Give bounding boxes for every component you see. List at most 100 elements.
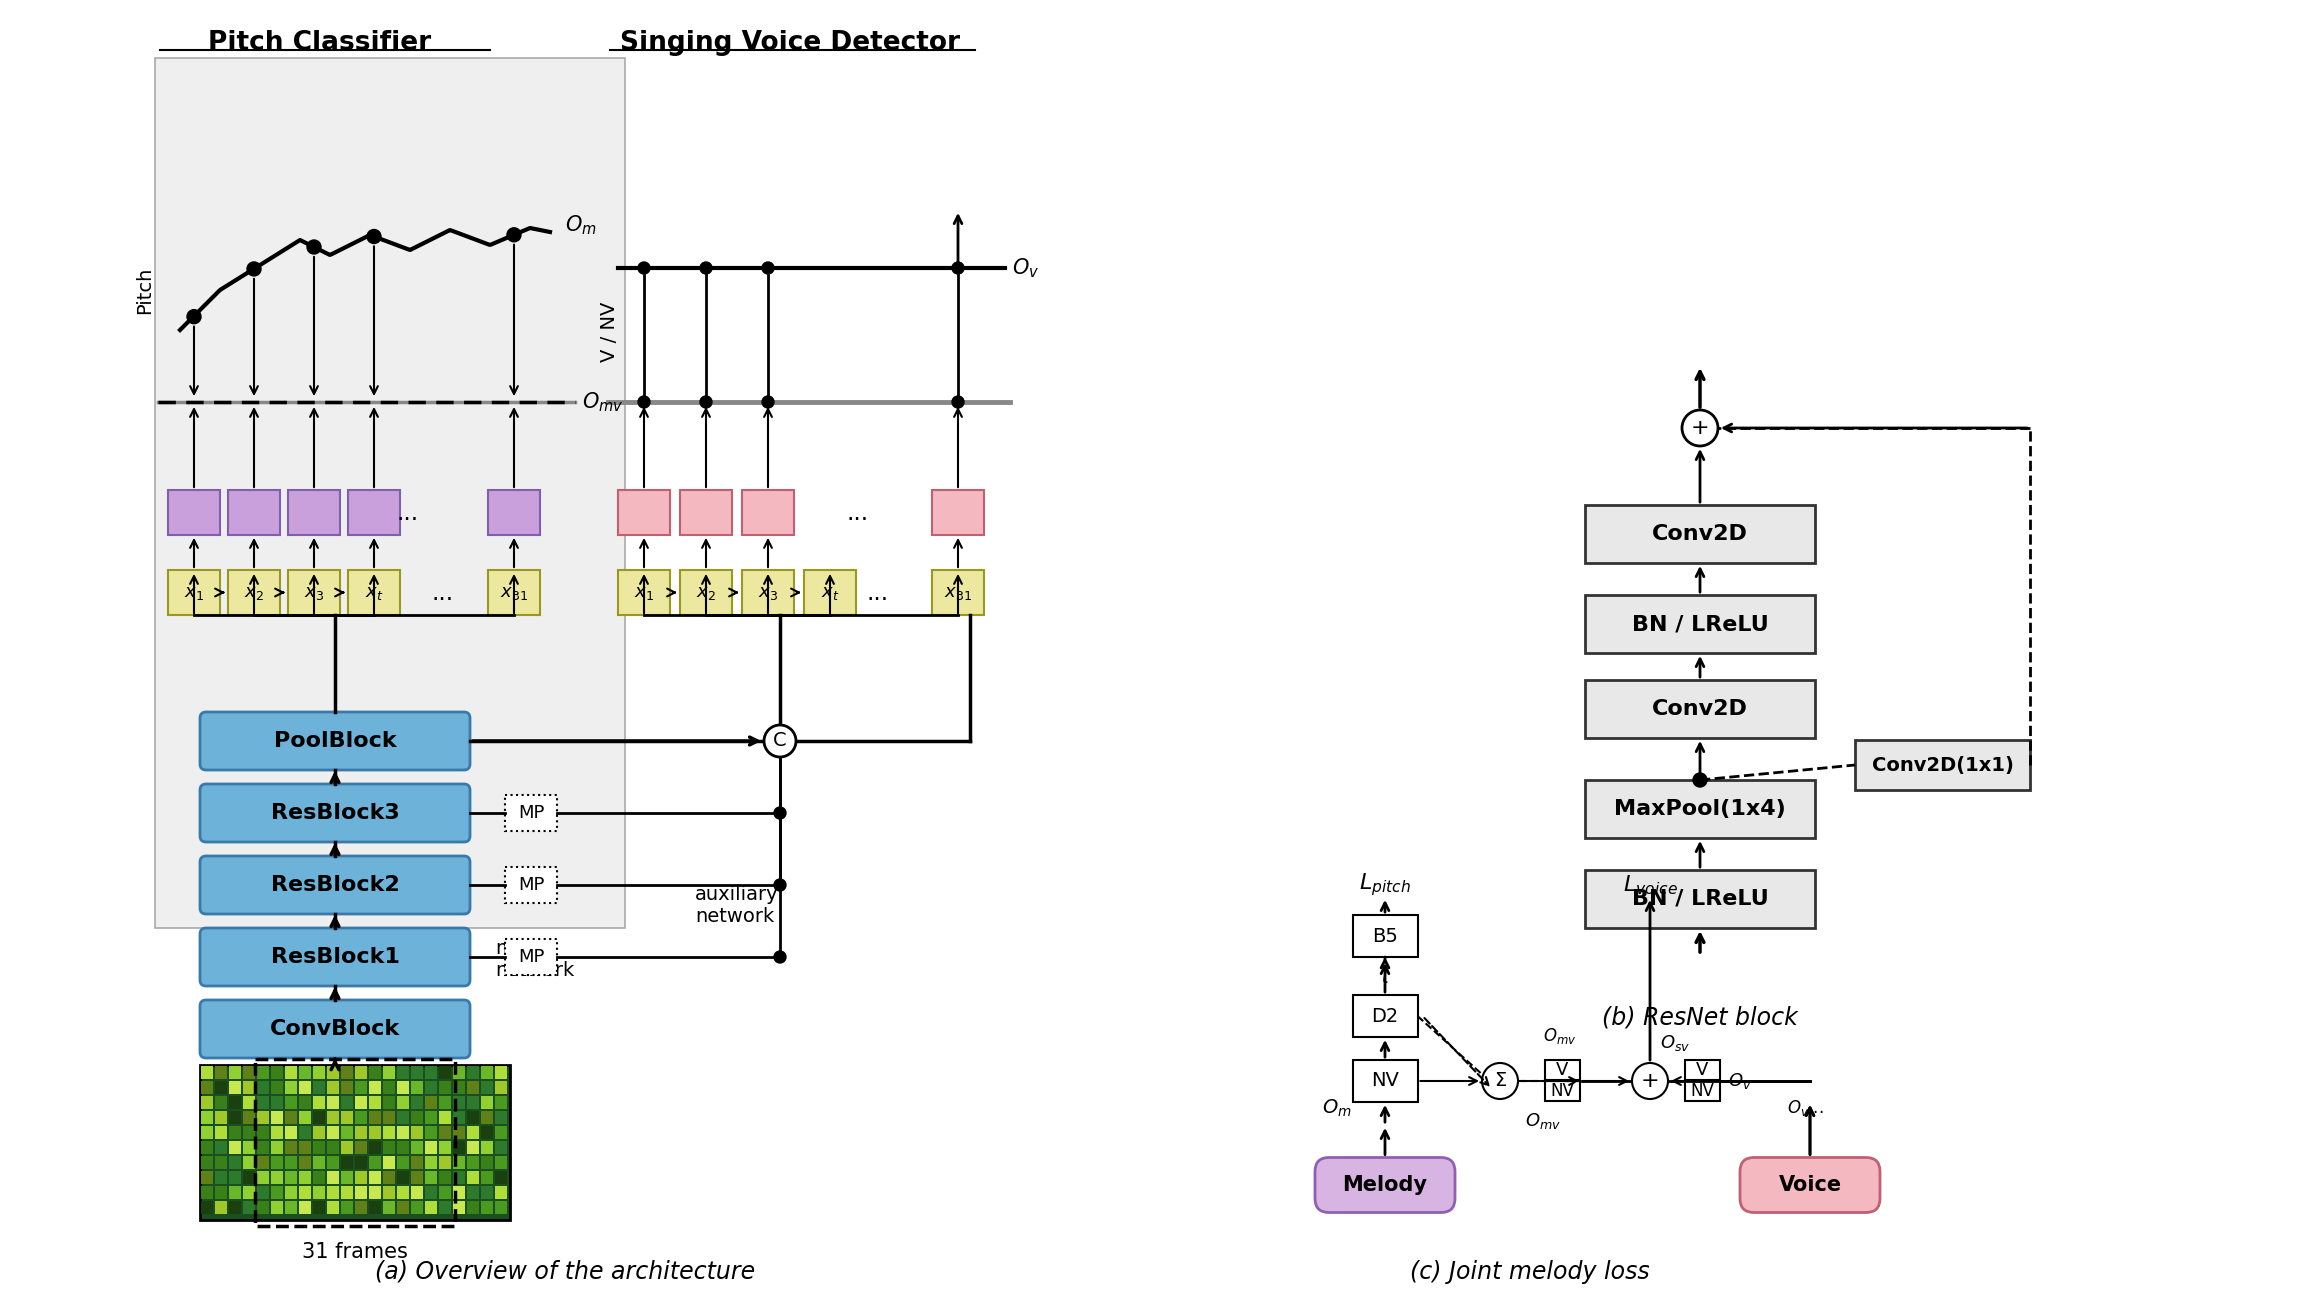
Bar xyxy=(411,1140,422,1153)
Bar xyxy=(201,1156,212,1169)
Bar xyxy=(270,1172,284,1185)
Text: $O_v$: $O_v$ xyxy=(1729,1070,1752,1091)
Text: V: V xyxy=(1556,1061,1567,1080)
Bar xyxy=(369,1201,381,1214)
Circle shape xyxy=(1482,1063,1519,1099)
Bar xyxy=(494,1067,508,1080)
Text: Melody: Melody xyxy=(1343,1175,1429,1195)
Bar xyxy=(425,1140,436,1153)
Text: $O_{sv}$: $O_{sv}$ xyxy=(1659,1033,1689,1052)
Bar xyxy=(242,1201,254,1214)
Text: BN / LReLU: BN / LReLU xyxy=(1632,614,1768,634)
Bar xyxy=(168,490,219,535)
Bar xyxy=(328,1186,339,1199)
Text: $O_m$: $O_m$ xyxy=(565,214,598,237)
Bar xyxy=(494,1111,508,1124)
Bar xyxy=(383,1201,395,1214)
Circle shape xyxy=(773,807,787,819)
Text: ConvBlock: ConvBlock xyxy=(270,1019,399,1039)
Bar xyxy=(425,1067,436,1080)
Bar xyxy=(741,490,794,535)
Bar xyxy=(284,1111,298,1124)
Bar xyxy=(270,1067,284,1080)
Bar xyxy=(466,1126,480,1139)
Bar xyxy=(466,1140,480,1153)
Bar xyxy=(256,1201,270,1214)
Bar xyxy=(383,1126,395,1139)
Bar xyxy=(242,1096,254,1109)
Bar xyxy=(494,1126,508,1139)
Bar xyxy=(383,1096,395,1109)
Bar xyxy=(1352,995,1417,1037)
Bar xyxy=(452,1096,464,1109)
Text: Conv2D(1x1): Conv2D(1x1) xyxy=(1872,756,2013,775)
Bar xyxy=(505,794,556,831)
Circle shape xyxy=(773,879,787,892)
Text: NV: NV xyxy=(1551,1082,1574,1100)
Bar xyxy=(270,1201,284,1214)
Bar xyxy=(425,1111,436,1124)
Bar xyxy=(1856,740,2031,791)
Bar xyxy=(201,1067,212,1080)
Bar xyxy=(466,1067,480,1080)
Bar xyxy=(215,1186,226,1199)
Text: B5: B5 xyxy=(1371,927,1399,946)
Bar xyxy=(452,1111,464,1124)
Bar xyxy=(242,1111,254,1124)
Bar xyxy=(480,1126,494,1139)
Bar xyxy=(369,1140,381,1153)
Bar xyxy=(300,1081,312,1094)
Bar xyxy=(681,570,732,616)
Bar xyxy=(355,1111,367,1124)
Bar xyxy=(328,1126,339,1139)
Bar xyxy=(397,1111,409,1124)
Bar xyxy=(314,1201,325,1214)
Bar xyxy=(256,1096,270,1109)
Circle shape xyxy=(764,724,796,757)
Bar xyxy=(439,1172,450,1185)
Text: ...: ... xyxy=(847,500,870,525)
Bar xyxy=(256,1172,270,1185)
Bar xyxy=(314,1172,325,1185)
Bar xyxy=(397,1156,409,1169)
Bar xyxy=(369,1067,381,1080)
Bar xyxy=(228,1201,240,1214)
Bar xyxy=(494,1172,508,1185)
Bar xyxy=(228,1096,240,1109)
Bar xyxy=(411,1201,422,1214)
Bar xyxy=(480,1111,494,1124)
Bar xyxy=(314,1186,325,1199)
Bar xyxy=(1352,915,1417,956)
Bar xyxy=(369,1096,381,1109)
Bar xyxy=(314,1096,325,1109)
Text: MP: MP xyxy=(517,876,545,894)
Bar xyxy=(284,1172,298,1185)
Bar xyxy=(439,1201,450,1214)
Bar xyxy=(284,1156,298,1169)
Bar xyxy=(349,570,399,616)
Bar xyxy=(342,1156,353,1169)
Bar xyxy=(369,1126,381,1139)
Bar xyxy=(342,1096,353,1109)
Bar xyxy=(155,58,625,928)
Text: $O_{mv}$: $O_{mv}$ xyxy=(582,390,623,413)
Text: (a) Overview of the architecture: (a) Overview of the architecture xyxy=(374,1260,755,1284)
Bar xyxy=(411,1172,422,1185)
Text: NV: NV xyxy=(1689,1082,1715,1100)
Bar xyxy=(452,1156,464,1169)
Bar xyxy=(256,1186,270,1199)
Bar xyxy=(397,1172,409,1185)
Bar xyxy=(494,1081,508,1094)
Bar xyxy=(480,1186,494,1199)
Bar xyxy=(201,1081,212,1094)
Bar xyxy=(201,1201,212,1214)
Text: +: + xyxy=(1692,419,1710,438)
Text: $O_m$: $O_m$ xyxy=(1322,1098,1352,1118)
Text: $O_{mv}$: $O_{mv}$ xyxy=(1544,1026,1576,1046)
Bar xyxy=(242,1172,254,1185)
Bar xyxy=(452,1140,464,1153)
Bar xyxy=(228,1081,240,1094)
Bar xyxy=(383,1111,395,1124)
Bar xyxy=(397,1081,409,1094)
Bar xyxy=(314,1156,325,1169)
